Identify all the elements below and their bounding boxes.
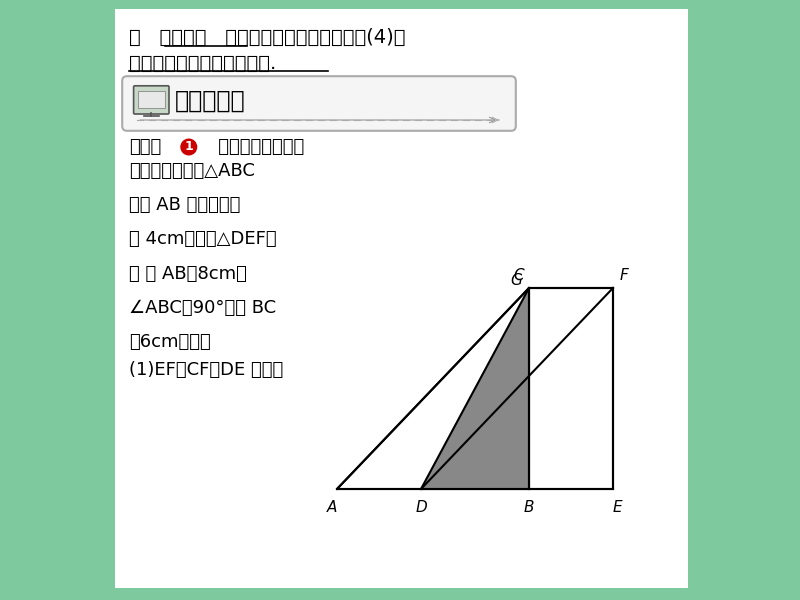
Circle shape: [181, 139, 197, 155]
Text: G: G: [510, 273, 522, 288]
Text: 【例】如图，把△ABC: 【例】如图，把△ABC: [129, 162, 254, 180]
Text: F: F: [619, 268, 628, 283]
Text: 1: 1: [185, 140, 193, 154]
Text: (1)EF、CF、DE 的长；: (1)EF、CF、DE 的长；: [129, 361, 283, 379]
Text: 沿边 AB 方向向右平: 沿边 AB 方向向右平: [129, 196, 240, 214]
Text: D: D: [415, 500, 427, 515]
Polygon shape: [421, 288, 529, 489]
Text: A: A: [327, 500, 338, 515]
Text: 对应关系完成平移后的图形.: 对应关系完成平移后的图形.: [129, 53, 276, 73]
Text: 和   平移距离   确定平移后对应点的位置；(4)由: 和 平移距离 确定平移后对应点的位置；(4)由: [129, 28, 406, 47]
Text: 移 4cm，得到△DEF，: 移 4cm，得到△DEF，: [129, 230, 277, 248]
Text: 平移的特征的应用: 平移的特征的应用: [201, 138, 304, 156]
Text: 如 果 AB＝8cm，: 如 果 AB＝8cm，: [129, 265, 246, 283]
FancyBboxPatch shape: [115, 9, 688, 588]
FancyBboxPatch shape: [122, 76, 516, 131]
Text: B: B: [524, 500, 534, 515]
Polygon shape: [529, 288, 613, 489]
FancyBboxPatch shape: [138, 91, 165, 108]
Text: 课堂导学案: 课堂导学案: [175, 89, 246, 113]
Text: C: C: [513, 268, 523, 283]
Text: 知识点: 知识点: [129, 138, 161, 156]
Text: E: E: [613, 500, 622, 515]
Text: ＝6cm，求：: ＝6cm，求：: [129, 333, 210, 351]
Polygon shape: [331, 282, 619, 492]
Text: ∠ABC＝90°，且 BC: ∠ABC＝90°，且 BC: [129, 299, 276, 317]
FancyBboxPatch shape: [134, 86, 169, 114]
Polygon shape: [337, 288, 529, 489]
